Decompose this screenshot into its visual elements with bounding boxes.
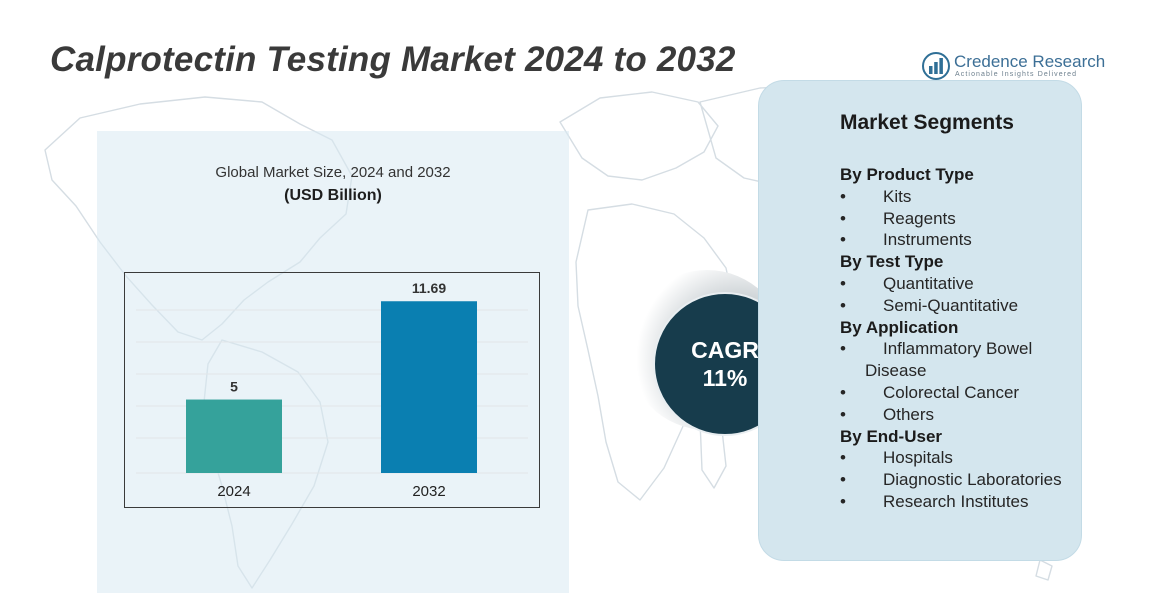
bullet-icon: • [840, 295, 846, 315]
x-tick-label: 2024 [217, 483, 250, 500]
bullet-icon: • [840, 448, 846, 468]
bar-value-labels: 511.69 [230, 280, 446, 394]
segment-group-label: By Application [840, 317, 959, 337]
chart-panel [97, 131, 569, 593]
segment-item: • Semi-Quantitative [840, 295, 1080, 317]
segment-group-label: By End-User [840, 426, 943, 446]
segment-item: • Others [840, 404, 1080, 426]
company-logo: Credence Research Actionable Insights De… [922, 52, 1112, 82]
segment-item-label: Instruments [883, 230, 972, 250]
x-tick-label: 2032 [412, 483, 445, 500]
segment-item: • Research Institutes [840, 491, 1080, 513]
x-tick-labels: 2024 2032 [217, 483, 445, 500]
bullet-icon: • [840, 230, 846, 250]
bars [186, 301, 477, 473]
segment-item-label: Inflammatory Bowel Disease [865, 339, 1033, 381]
bullet-icon: • [840, 491, 846, 511]
segment-item: • Reagents [840, 208, 1080, 230]
segment-group-label: By Product Type [840, 165, 974, 184]
chart-title: Global Market Size, 2024 and 2032 [215, 164, 451, 181]
segment-item: • Hospitals [840, 447, 1080, 469]
plot-frame [124, 272, 540, 508]
segment-item: • Instruments [840, 229, 1080, 251]
segment-item: • Inflammatory Bowel Disease [840, 338, 1080, 382]
segments-heading: Market Segments [840, 111, 1014, 134]
bullet-icon: • [840, 208, 846, 228]
segment-item-label: Colorectal Cancer [883, 382, 1020, 402]
segment-item: • Quantitative [840, 273, 1080, 295]
logo-name: Credence Research [954, 52, 1106, 71]
bullet-icon: • [840, 339, 846, 359]
bar-2032 [381, 301, 477, 473]
bullet-icon: • [840, 273, 846, 293]
segment-item-label: Reagents [883, 208, 956, 228]
segment-group-label: By Test Type [840, 252, 944, 272]
bar-2024 [186, 399, 282, 473]
segments-panel [758, 80, 1082, 561]
bar-chart-logo-icon [922, 52, 950, 80]
chart-unit-label: (USD Billion) [284, 187, 382, 204]
segment-item-label: Kits [883, 186, 912, 206]
segment-item: • Colorectal Cancer [840, 382, 1080, 404]
segments-list: By Product Type • Kits • Reagents • Instrument… [840, 164, 1080, 513]
cagr-label: CAGR [691, 337, 759, 363]
bar-chart: 511.69 2024 2032 [124, 272, 540, 508]
cagr-value: 11% [702, 365, 748, 391]
bullet-icon: • [840, 470, 846, 490]
segment-item-label: Semi-Quantitative [883, 295, 1019, 315]
segment-item: • Diagnostic Laboratories [840, 469, 1080, 491]
segment-item-label: Research Institutes [883, 491, 1029, 511]
bullet-icon: • [840, 404, 846, 424]
bullet-icon: • [840, 186, 846, 206]
segment-item-label: Others [883, 404, 935, 424]
bullet-icon: • [840, 382, 846, 402]
bar-value-label: 5 [230, 379, 238, 395]
segment-item-label: Quantitative [883, 273, 974, 293]
logo-tagline: Actionable Insights Delivered [955, 71, 1078, 78]
segment-item-label: Diagnostic Laboratories [883, 470, 1062, 490]
bar-value-label: 11.69 [412, 280, 446, 296]
segment-item: • Kits [840, 186, 1080, 208]
segment-item-label: Hospitals [883, 448, 953, 468]
page-title: Calprotectin Testing Market 2024 to 2032 [50, 40, 736, 79]
